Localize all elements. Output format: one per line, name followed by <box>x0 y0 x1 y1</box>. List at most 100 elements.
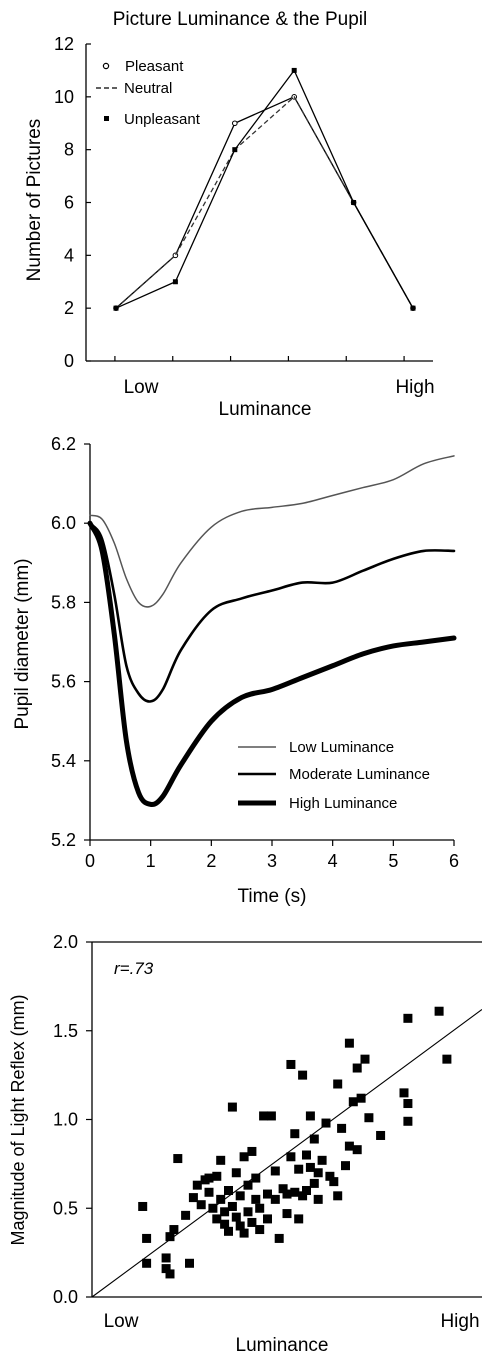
chart-3-y-tick-label: 1.5 <box>53 1021 78 1041</box>
chart-2-x-tick-label: 0 <box>85 851 95 871</box>
chart-3-y-tick-label: 2.0 <box>53 932 78 952</box>
chart-3-point <box>173 1154 183 1164</box>
chart-1-point-pleasant <box>232 120 238 127</box>
chart-1-y-tick-label: 4 <box>64 245 74 265</box>
chart-3-point <box>181 1210 191 1220</box>
chart-3-point <box>278 1184 288 1194</box>
chart-2-x-ticks: 0 1 2 3 4 5 6 <box>85 840 459 871</box>
chart-3-point <box>298 1191 308 1201</box>
chart-3-point <box>403 1013 413 1023</box>
chart-1-y-label: Number of Pictures <box>24 119 45 282</box>
chart-2-series-group <box>87 455 457 807</box>
chart-3-point <box>161 1264 171 1274</box>
chart-3-point <box>321 1118 331 1128</box>
chart-3-point <box>188 1193 198 1203</box>
chart-3-point <box>239 1152 249 1162</box>
chart-3-point <box>220 1219 230 1229</box>
chart-3-y-ticks: 0.0 0.5 1.0 1.5 2.0 <box>53 932 92 1307</box>
chart-3-point <box>192 1180 202 1190</box>
chart-3-point <box>255 1225 265 1235</box>
chart-1-title: Picture Luminance & the Pupil <box>113 9 368 30</box>
chart-3-point <box>255 1203 265 1213</box>
chart-3-x-tick-high: High <box>440 1311 479 1332</box>
chart-3-x-label: Luminance <box>236 1335 329 1356</box>
legend-label-unpleasant: Unpleasant <box>124 111 201 128</box>
chart-3-point <box>274 1233 284 1243</box>
chart-3-point <box>247 1146 257 1156</box>
chart-3-point <box>360 1054 370 1064</box>
chart-1-series-pleasant-line <box>115 95 414 309</box>
chart-1-y-tick-label: 10 <box>54 87 74 107</box>
chart-3-point <box>442 1054 452 1064</box>
chart-3-point <box>243 1180 253 1190</box>
chart-3-correlation-annotation: r=.73 <box>114 959 154 978</box>
chart-3-point <box>317 1155 327 1165</box>
chart-3-point <box>196 1200 206 1210</box>
chart-2-x-tick-label: 6 <box>449 851 459 871</box>
chart-3-point <box>313 1168 323 1178</box>
chart-3-point <box>337 1123 347 1133</box>
chart-2-x-tick-label: 2 <box>206 851 216 871</box>
chart-1-series-unpleasant-line <box>115 69 414 309</box>
chart-3-point <box>270 1166 280 1176</box>
chart-1-point-unpleasant <box>172 279 178 285</box>
chart-3-point <box>282 1209 292 1219</box>
chart-2-series-low-luminance-line <box>89 455 455 608</box>
chart-1-y-tick-label: 8 <box>64 140 74 160</box>
chart-1-series-group <box>113 67 416 311</box>
chart-3-point <box>344 1141 354 1151</box>
chart-3-point <box>270 1194 280 1204</box>
chart-2-y-tick-label: 5.4 <box>51 751 76 771</box>
chart-1-y-tick-label: 6 <box>64 193 74 213</box>
chart-3-point <box>212 1171 222 1181</box>
chart-3-point <box>161 1253 171 1263</box>
chart-2-y-tick-label: 5.8 <box>51 592 76 612</box>
chart-3-x-tick-low: Low <box>104 1311 139 1332</box>
chart-1-x-ticks <box>114 356 405 361</box>
chart-3-point <box>344 1038 354 1048</box>
chart-1-x-tick-high: High <box>395 377 434 398</box>
chart-3-point <box>294 1214 304 1224</box>
chart-2-x-tick-label: 4 <box>328 851 338 871</box>
chart-2-y-ticks: 5.2 5.4 5.6 5.8 6.0 6.2 <box>51 434 90 850</box>
chart-3-point <box>212 1214 222 1224</box>
chart-3-point <box>309 1178 319 1188</box>
chart-3-point <box>282 1189 292 1199</box>
chart-3-point <box>364 1113 374 1123</box>
chart-3-point <box>290 1187 300 1197</box>
chart-3-point <box>142 1233 152 1243</box>
chart-3-y-tick-label: 0.0 <box>53 1287 78 1307</box>
chart-2-y-label: Pupil diameter (mm) <box>12 558 33 729</box>
chart-3-point <box>341 1161 350 1171</box>
chart-3-point <box>216 1194 226 1204</box>
chart-3-point <box>224 1186 233 1195</box>
chart-3-point <box>325 1171 335 1181</box>
chart-3-point <box>247 1217 257 1227</box>
chart-1-y-tick-label: 0 <box>64 351 74 371</box>
legend-label-moderate-luminance: Moderate Luminance <box>289 766 430 783</box>
chart-3-point <box>434 1006 444 1016</box>
chart-3-point <box>169 1225 179 1235</box>
chart-3-point <box>302 1186 311 1195</box>
chart-1-x-label: Luminance <box>219 399 312 420</box>
chart-3-point <box>231 1212 241 1222</box>
chart-1-series-neutral-line <box>115 95 414 309</box>
legend-marker-pleasant <box>102 62 110 70</box>
chart-2-x-tick-label: 5 <box>388 851 398 871</box>
chart-3-y-label: Magnitude of Light Reflex (mm) <box>8 994 28 1245</box>
chart-3-point <box>309 1134 319 1144</box>
chart-2-x-tick-label: 1 <box>146 851 156 871</box>
chart-1-y-tick-label: 12 <box>54 34 74 54</box>
chart-3-point <box>204 1173 214 1183</box>
chart-3-point <box>227 1102 237 1112</box>
chart-3-point <box>356 1093 366 1103</box>
chart-3-point <box>286 1152 296 1162</box>
chart-1-point-unpleasant <box>232 147 238 153</box>
chart-3-point <box>259 1111 269 1121</box>
chart-3-point <box>185 1258 194 1268</box>
chart-3-y-tick-label: 1.0 <box>53 1110 78 1130</box>
chart-3-point <box>290 1129 300 1139</box>
chart-3-point <box>165 1269 175 1279</box>
chart-3-point <box>224 1226 233 1236</box>
chart-2-y-tick-label: 6.0 <box>51 513 76 533</box>
